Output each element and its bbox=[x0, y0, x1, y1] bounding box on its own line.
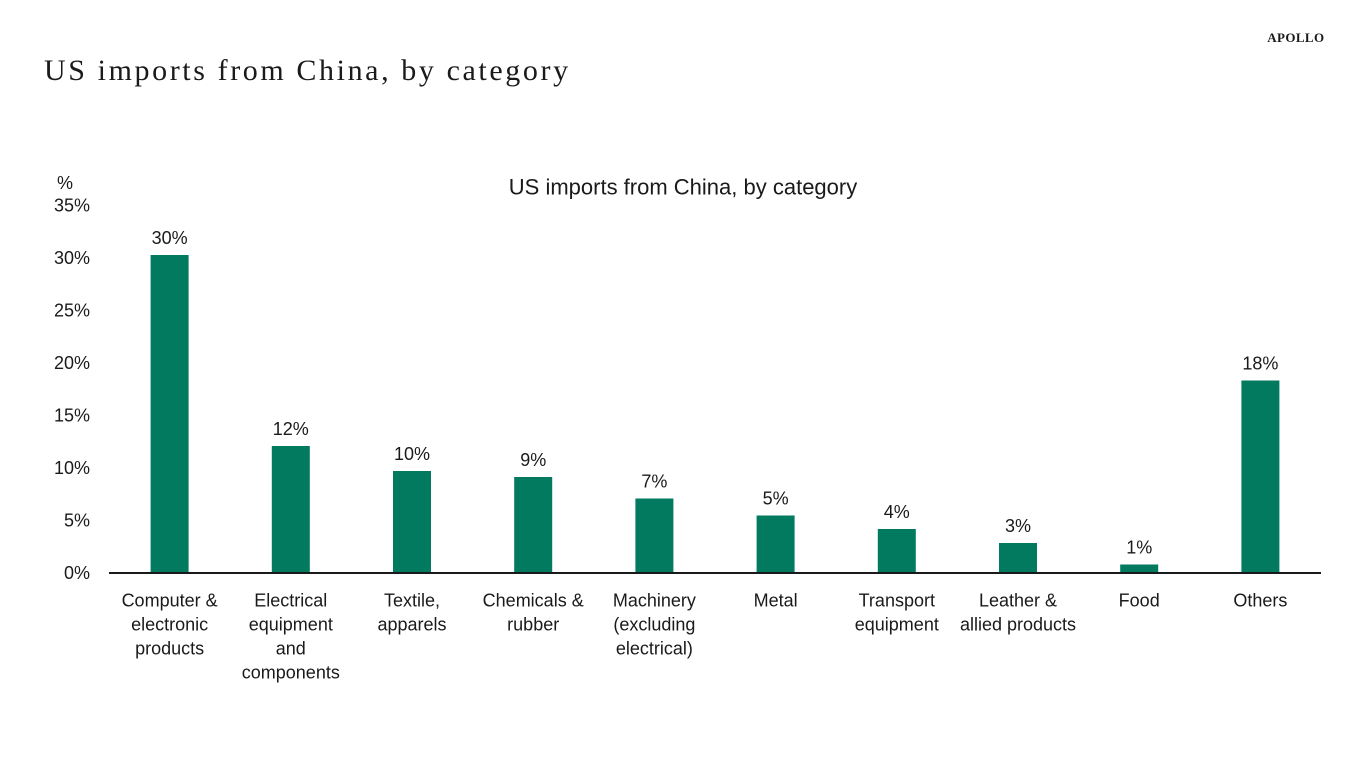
svg-text:electronic: electronic bbox=[131, 614, 208, 634]
svg-text:Transport: Transport bbox=[859, 590, 935, 610]
svg-text:9%: 9% bbox=[520, 450, 546, 470]
svg-text:US imports from China, by cate: US imports from China, by category bbox=[44, 54, 571, 87]
svg-text:5%: 5% bbox=[64, 511, 90, 531]
svg-text:Leather &: Leather & bbox=[979, 590, 1057, 610]
svg-text:4%: 4% bbox=[884, 502, 910, 522]
svg-text:Electrical: Electrical bbox=[254, 590, 327, 610]
svg-text:35%: 35% bbox=[54, 195, 90, 215]
svg-text:and: and bbox=[276, 638, 306, 658]
svg-text:apparels: apparels bbox=[377, 614, 446, 634]
svg-text:(excluding: (excluding bbox=[613, 614, 695, 634]
svg-text:Machinery: Machinery bbox=[613, 590, 696, 610]
svg-text:products: products bbox=[135, 638, 204, 658]
svg-text:Metal: Metal bbox=[754, 590, 798, 610]
svg-text:equipment: equipment bbox=[249, 614, 333, 634]
svg-text:3%: 3% bbox=[1005, 516, 1031, 536]
svg-text:rubber: rubber bbox=[507, 614, 559, 634]
svg-text:18%: 18% bbox=[1242, 354, 1278, 374]
svg-text:20%: 20% bbox=[54, 353, 90, 373]
svg-text:5%: 5% bbox=[763, 489, 789, 509]
svg-text:Others: Others bbox=[1233, 590, 1287, 610]
svg-text:APOLLO: APOLLO bbox=[1267, 30, 1324, 45]
svg-text:10%: 10% bbox=[394, 444, 430, 464]
svg-text:Chemicals &: Chemicals & bbox=[483, 590, 584, 610]
svg-text:30%: 30% bbox=[54, 248, 90, 268]
svg-text:allied products: allied products bbox=[960, 614, 1076, 634]
svg-text:equipment: equipment bbox=[855, 614, 939, 634]
svg-text:Computer &: Computer & bbox=[122, 590, 218, 610]
svg-text:15%: 15% bbox=[54, 406, 90, 426]
svg-text:components: components bbox=[242, 662, 340, 682]
svg-text:10%: 10% bbox=[54, 458, 90, 478]
svg-text:25%: 25% bbox=[54, 301, 90, 321]
svg-text:0%: 0% bbox=[64, 563, 90, 583]
svg-text:12%: 12% bbox=[273, 419, 309, 439]
svg-text:US imports from China, by cate: US imports from China, by category bbox=[509, 175, 857, 200]
svg-text:1%: 1% bbox=[1126, 538, 1152, 558]
svg-text:%: % bbox=[57, 173, 73, 193]
svg-text:7%: 7% bbox=[641, 472, 667, 492]
svg-text:electrical): electrical) bbox=[616, 638, 693, 658]
svg-text:Textile,: Textile, bbox=[384, 590, 440, 610]
svg-text:30%: 30% bbox=[152, 228, 188, 248]
svg-text:Food: Food bbox=[1119, 590, 1160, 610]
